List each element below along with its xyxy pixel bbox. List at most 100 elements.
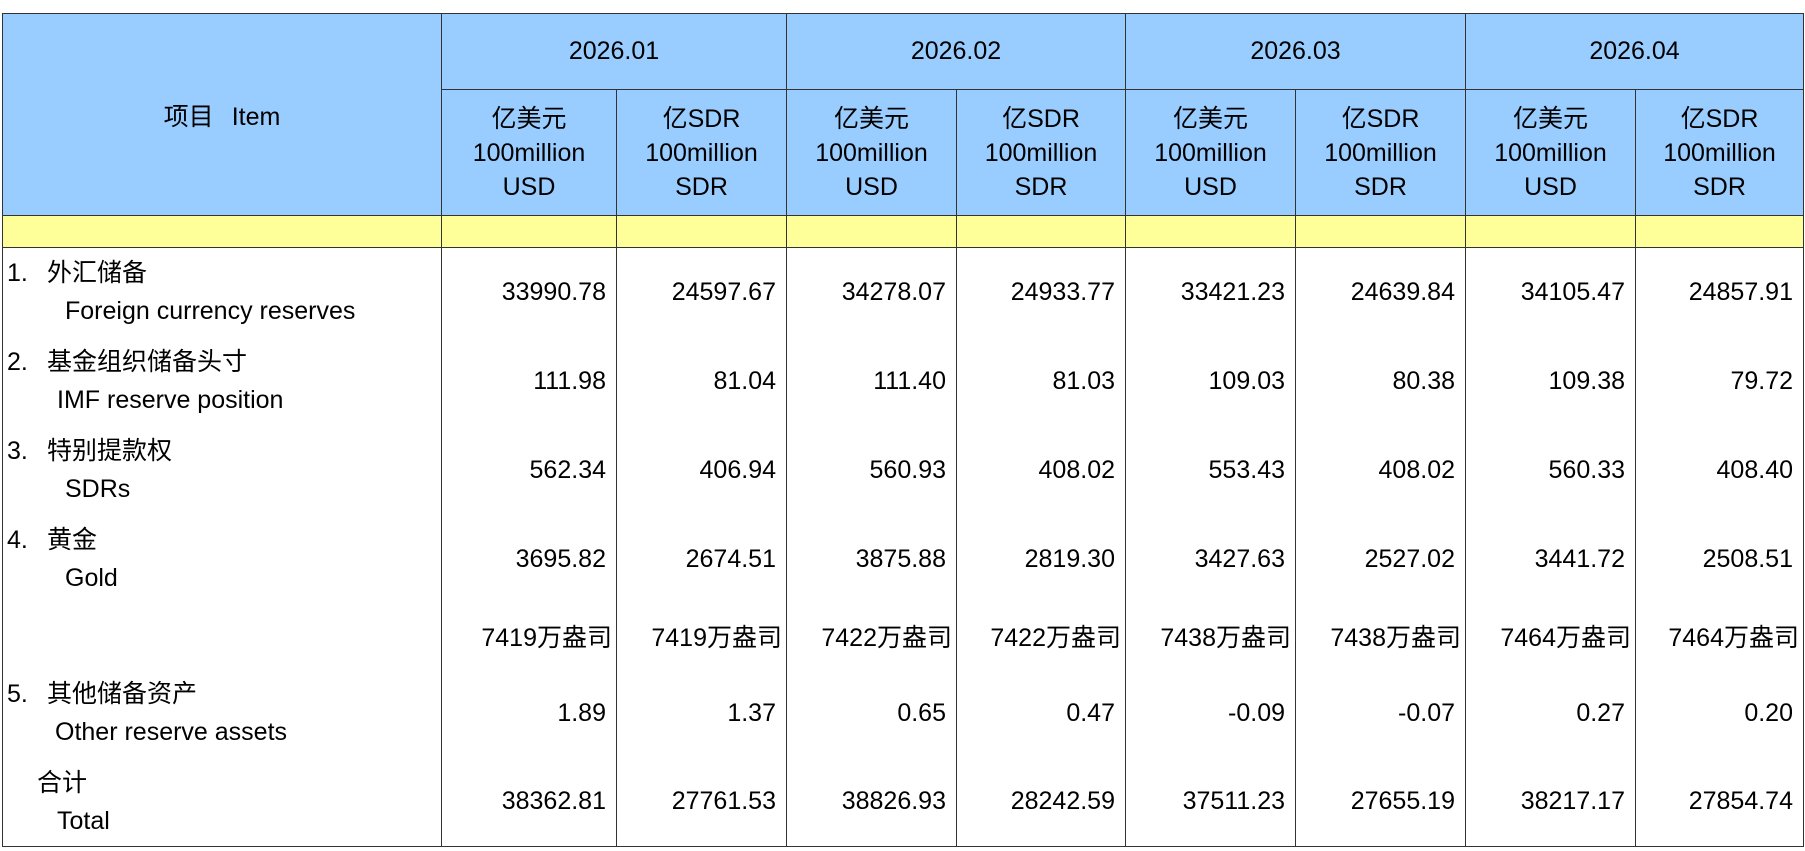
- value-cell: 111.40: [786, 336, 957, 426]
- month-header: 2026.01: [441, 13, 787, 90]
- unit-sdr-header: 亿SDR 100million SDR: [1295, 89, 1466, 216]
- row-label-cn: 黄金: [47, 526, 98, 554]
- value-cell: 2508.51: [1635, 514, 1804, 604]
- row-number: 4.: [7, 526, 28, 554]
- value-cell: 3695.82: [441, 514, 617, 604]
- value-cell: 562.34: [441, 425, 617, 515]
- gold-ounces-cell: 7419万盎司: [616, 603, 787, 669]
- unit-usd-header: 亿美元 100million USD: [786, 89, 957, 216]
- value-cell: 560.93: [786, 425, 957, 515]
- value-cell: 80.38: [1295, 336, 1466, 426]
- value-cell: 34278.07: [786, 247, 957, 337]
- unit-usd-header: 亿美元 100million USD: [1125, 89, 1296, 216]
- total-value-cell: 37511.23: [1125, 757, 1296, 847]
- row-label-en: Total: [57, 806, 110, 835]
- gold-ounces-cell: 7438万盎司: [1295, 603, 1466, 669]
- value-cell: 560.33: [1465, 425, 1636, 515]
- band-cell: [1465, 215, 1636, 248]
- reserves-table: 项目 Item 2026.01 2026.02 2026.03 2026.04 亿…: [2, 13, 1804, 847]
- value-cell: 0.65: [786, 668, 957, 758]
- band-cell: [2, 215, 442, 248]
- table-row-imf-position: 2. 基金组织储备头寸 IMF reserve position 111.98 8…: [2, 336, 1804, 426]
- band-cell: [956, 215, 1126, 248]
- row-label-en: Foreign currency reserves: [65, 297, 356, 326]
- value-cell: 24639.84: [1295, 247, 1466, 337]
- gold-ounces-cell: 7464万盎司: [1635, 603, 1804, 669]
- month-header: 2026.03: [1125, 13, 1466, 90]
- gold-ounces-cell: 7419万盎司: [441, 603, 617, 669]
- value-cell: 406.94: [616, 425, 787, 515]
- gold-ounces-cell: 7422万盎司: [786, 603, 957, 669]
- row-label-en: Gold: [65, 564, 118, 592]
- total-value-cell: 38826.93: [786, 757, 957, 847]
- unit-usd-header: 亿美元 100million USD: [1465, 89, 1636, 216]
- band-cell: [1635, 215, 1804, 248]
- item-header-cn: 项目: [163, 102, 214, 131]
- row-number: 2.: [7, 348, 28, 376]
- gold-ounces-cell: 7438万盎司: [1125, 603, 1296, 669]
- band-cell: [1295, 215, 1466, 248]
- total-value-cell: 27854.74: [1635, 757, 1804, 847]
- value-cell: 24933.77: [956, 247, 1126, 337]
- value-cell: 109.03: [1125, 336, 1296, 426]
- header-row-months: 项目 Item 2026.01 2026.02 2026.03 2026.04: [2, 13, 1804, 216]
- value-cell: 33421.23: [1125, 247, 1296, 337]
- unit-sdr-header: 亿SDR 100million SDR: [616, 89, 787, 216]
- table-row-other-assets: 5. 其他储备资产 Other reserve assets 1.89 1.37 …: [2, 668, 1804, 758]
- row-label-en: IMF reserve position: [57, 386, 284, 414]
- value-cell: 408.40: [1635, 425, 1804, 515]
- row-label-cn: 其他储备资产: [47, 680, 198, 708]
- value-cell: 3441.72: [1465, 514, 1636, 604]
- row-label: 4. 黄金 Gold: [2, 514, 442, 604]
- row-label: 合计 Total: [2, 757, 442, 847]
- total-value-cell: 27655.19: [1295, 757, 1466, 847]
- value-cell: 34105.47: [1465, 247, 1636, 337]
- value-cell: 81.04: [616, 336, 787, 426]
- gold-ounces-cell: 7464万盎司: [1465, 603, 1636, 669]
- row-number: 3.: [7, 437, 28, 465]
- value-cell: 111.98: [441, 336, 617, 426]
- row-label-en: SDRs: [65, 475, 131, 503]
- value-cell: 0.20: [1635, 668, 1804, 758]
- row-label: [2, 603, 442, 669]
- table-row-sdrs: 3. 特别提款权 SDRs 562.34 406.94 560.93 408.02…: [2, 425, 1804, 515]
- value-cell: 24597.67: [616, 247, 787, 337]
- value-cell: 1.89: [441, 668, 617, 758]
- table-row-gold-ounces: 7419万盎司 7419万盎司 7422万盎司 7422万盎司 7438万盎司 …: [2, 603, 1804, 669]
- value-cell: 408.02: [956, 425, 1126, 515]
- band-cell: [786, 215, 957, 248]
- month-header: 2026.02: [786, 13, 1126, 90]
- item-header-en: Item: [231, 102, 281, 131]
- row-label-cn: 合计: [37, 768, 88, 797]
- header-row-units: 亿美元 100million USD 亿SDR 100million SDR 亿美元 10…: [3, 89, 1804, 216]
- value-cell: 3875.88: [786, 514, 957, 604]
- value-cell: 2819.30: [956, 514, 1126, 604]
- row-label: 2. 基金组织储备头寸 IMF reserve position: [2, 336, 442, 426]
- month-header: 2026.04: [1465, 13, 1804, 90]
- band-cell: [616, 215, 787, 248]
- row-label-cn: 特别提款权: [47, 437, 173, 465]
- row-label-en: Other reserve assets: [55, 718, 288, 746]
- value-cell: 0.47: [956, 668, 1126, 758]
- gold-ounces-cell: 7422万盎司: [956, 603, 1126, 669]
- value-cell: 553.43: [1125, 425, 1296, 515]
- unit-sdr-header: 亿SDR 100million SDR: [956, 89, 1126, 216]
- row-label: 5. 其他储备资产 Other reserve assets: [2, 668, 442, 758]
- row-label-cn: 基金组织储备头寸: [47, 348, 248, 376]
- band-cell: [1125, 215, 1296, 248]
- total-value-cell: 27761.53: [616, 757, 787, 847]
- value-cell: 0.27: [1465, 668, 1636, 758]
- row-label: 3. 特别提款权 SDRs: [2, 425, 442, 515]
- value-cell: 24857.91: [1635, 247, 1804, 337]
- row-number: 1.: [7, 259, 28, 288]
- yellow-band-row: [2, 215, 1804, 248]
- total-value-cell: 38217.17: [1465, 757, 1636, 847]
- value-cell: 79.72: [1635, 336, 1804, 426]
- table-row-total: 合计 Total 38362.81 27761.53 38826.93 2824…: [2, 757, 1804, 847]
- total-value-cell: 38362.81: [441, 757, 617, 847]
- value-cell: 3427.63: [1125, 514, 1296, 604]
- value-cell: 2527.02: [1295, 514, 1466, 604]
- band-cell: [441, 215, 617, 248]
- table-row-gold: 4. 黄金 Gold 3695.82 2674.51 3875.88 2819.3…: [2, 514, 1804, 604]
- value-cell: 2674.51: [616, 514, 787, 604]
